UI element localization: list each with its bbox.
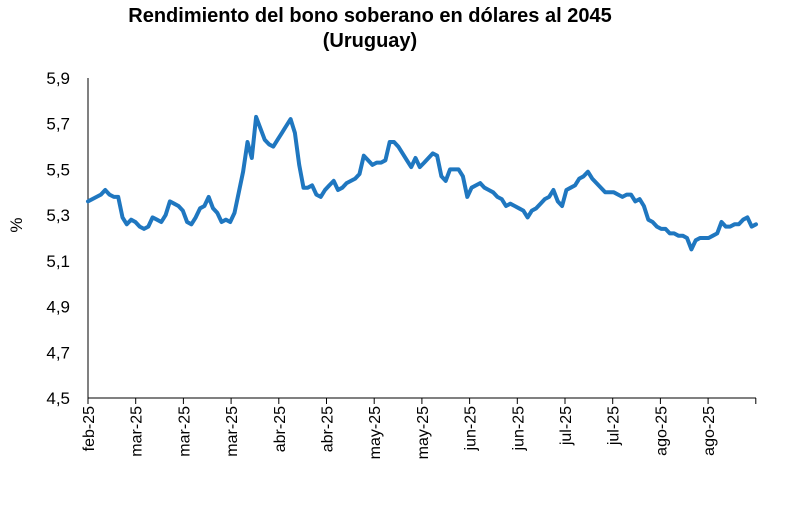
chart-title-line2: (Uruguay) (322, 30, 418, 52)
series-line (86, 114, 758, 252)
x-tick-label: mar-25 (129, 406, 146, 457)
y-axis: 4,5 4,7 4,9 5,1 5,3 5,5 5,7 5,9 (46, 69, 89, 408)
x-tick-label: ago-25 (701, 406, 718, 456)
y-tick-label: 4,7 (46, 343, 70, 362)
x-axis: feb-25 mar-25 mar-25 mar-25 abr-25 abr-25 may-… (81, 397, 757, 459)
chart-title: Rendimiento del bono soberano en dólares… (0, 4, 740, 54)
y-axis-label: % (7, 217, 26, 232)
y-tick-label: 5,9 (46, 69, 70, 88)
series-group (86, 114, 758, 252)
x-tick-label: mar-25 (224, 406, 241, 457)
x-tick-label: abr-25 (320, 406, 337, 452)
x-tick-label: abr-25 (272, 406, 289, 452)
x-tick-label: feb-25 (81, 406, 98, 451)
x-tick-label: jun-25 (510, 406, 527, 452)
y-tick-label: 5,1 (46, 252, 70, 271)
x-tick-label: ago-25 (653, 406, 670, 456)
y-tick-label: 5,5 (46, 160, 70, 179)
y-tick-label: 5,7 (46, 115, 70, 134)
x-tick-label: jul-25 (558, 406, 575, 446)
chart-title-line1: Rendimiento del bono soberano en dólares… (128, 5, 612, 27)
y-tick-label: 4,9 (46, 298, 70, 317)
y-tick-label: 5,3 (46, 206, 70, 225)
y-tick-label: 4,5 (46, 389, 70, 408)
x-tick-label: jun-25 (463, 406, 480, 452)
x-tick-label: may-25 (367, 406, 384, 459)
x-tick-label: jul-25 (606, 406, 623, 446)
x-tick-label: may-25 (415, 406, 432, 459)
x-tick-label: mar-25 (176, 406, 193, 457)
